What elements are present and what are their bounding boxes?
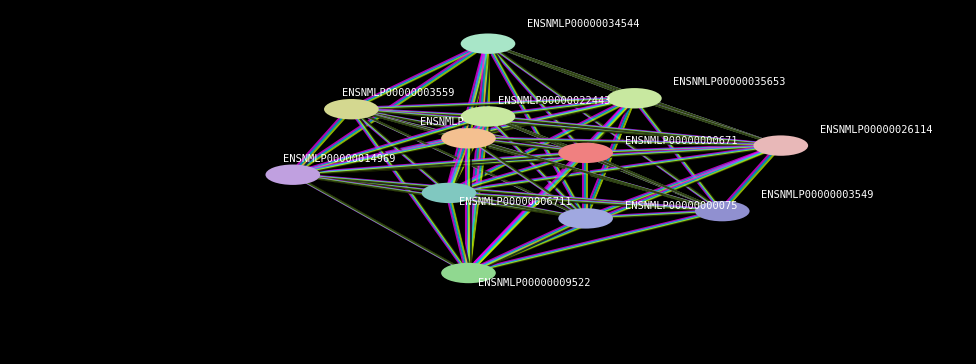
Text: ENSNMLP: ENSNMLP xyxy=(420,118,464,127)
Circle shape xyxy=(753,135,808,156)
Text: ENSNMLP00000000075: ENSNMLP00000000075 xyxy=(625,201,737,211)
Circle shape xyxy=(324,99,379,119)
Text: ENSNMLP00000035653: ENSNMLP00000035653 xyxy=(673,78,786,87)
Text: ENSNMLP00000022443: ENSNMLP00000022443 xyxy=(498,96,610,106)
Circle shape xyxy=(265,165,320,185)
Text: ENSNMLP00000003549: ENSNMLP00000003549 xyxy=(761,190,874,200)
Circle shape xyxy=(558,208,613,229)
Text: ENSNMLP00000014969: ENSNMLP00000014969 xyxy=(283,154,395,164)
Text: ENSNMLP00000026114: ENSNMLP00000026114 xyxy=(820,125,932,135)
Circle shape xyxy=(695,201,750,221)
Text: ENSNMLP00000009522: ENSNMLP00000009522 xyxy=(478,278,590,288)
Circle shape xyxy=(441,263,496,283)
Text: ENSNMLP00000006711: ENSNMLP00000006711 xyxy=(459,198,571,207)
Circle shape xyxy=(441,128,496,149)
Text: ENSNMLP00000000671: ENSNMLP00000000671 xyxy=(625,136,737,146)
Circle shape xyxy=(558,143,613,163)
Circle shape xyxy=(422,183,476,203)
Text: ENSNMLP00000034544: ENSNMLP00000034544 xyxy=(527,19,639,29)
Circle shape xyxy=(607,88,662,108)
Circle shape xyxy=(461,106,515,127)
Text: ENSNMLP00000003559: ENSNMLP00000003559 xyxy=(342,88,454,98)
Circle shape xyxy=(461,33,515,54)
